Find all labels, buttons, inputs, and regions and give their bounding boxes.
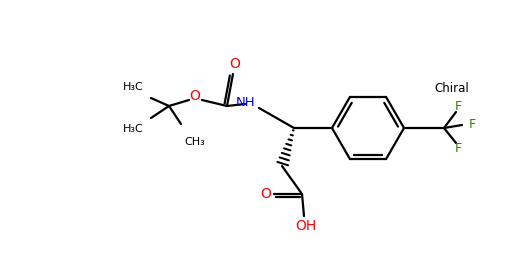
Text: O: O: [261, 187, 271, 201]
Text: CH₃: CH₃: [185, 137, 205, 147]
Text: OH: OH: [295, 219, 316, 233]
Text: O: O: [229, 57, 241, 71]
Text: F: F: [468, 119, 476, 132]
Text: F: F: [455, 100, 461, 112]
Text: H₃C: H₃C: [123, 124, 143, 134]
Text: H₃C: H₃C: [123, 82, 143, 92]
Text: NH: NH: [236, 95, 256, 109]
Text: Chiral: Chiral: [435, 81, 470, 94]
Text: F: F: [455, 142, 461, 155]
Text: O: O: [189, 89, 200, 103]
